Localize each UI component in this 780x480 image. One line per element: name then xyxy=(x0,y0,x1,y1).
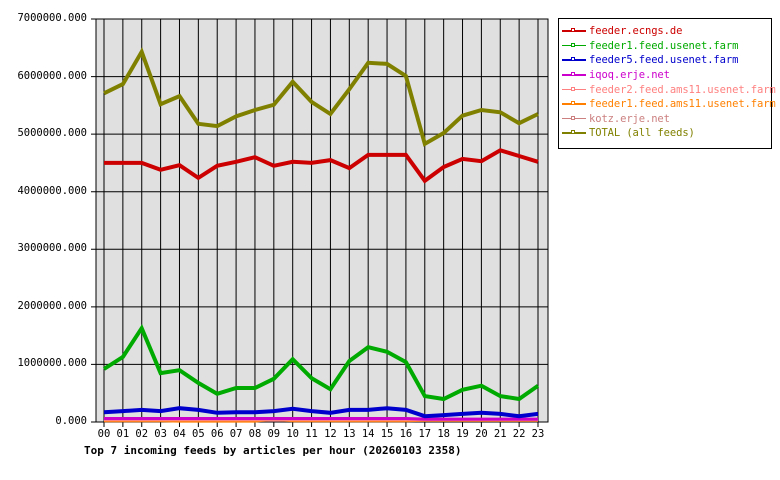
legend-marker-icon xyxy=(562,101,586,107)
x-tick-label: 08 xyxy=(248,428,262,440)
x-tick-label: 16 xyxy=(399,428,413,440)
series-line xyxy=(104,417,538,421)
legend-item: kotz.erje.net xyxy=(559,112,771,127)
y-tick-label: 4000000.000 xyxy=(17,184,87,197)
y-tick-label: 2000000.000 xyxy=(17,299,87,312)
x-tick-label: 06 xyxy=(210,428,224,440)
legend-item: feeder2.feed.ams11.usenet.farm xyxy=(559,82,776,97)
legend-label: feeder2.feed.ams11.usenet.farm xyxy=(589,83,776,96)
legend-marker-icon xyxy=(562,57,586,63)
legend-marker-icon xyxy=(562,86,586,93)
series-line xyxy=(103,47,539,147)
legend-label: feeder1.feed.usenet.farm xyxy=(589,39,739,52)
legend-item: feeder1.feed.ams11.usenet.farm xyxy=(559,97,776,112)
legend-label: iqoq.erje.net xyxy=(589,69,670,82)
legend-label: TOTAL (all feeds) xyxy=(589,127,695,140)
chart-title: Top 7 incoming feeds by articles per hou… xyxy=(84,444,462,457)
legend-marker-icon xyxy=(562,130,586,136)
legend-marker-icon xyxy=(562,42,586,49)
legend-item: feeder5.feed.usenet.farm xyxy=(559,53,771,68)
x-tick-label: 17 xyxy=(418,428,432,440)
x-tick-label: 01 xyxy=(116,428,130,440)
legend: feeder.ecngs.de feeder1.feed.usenet.farm f… xyxy=(558,18,776,149)
plot-area xyxy=(95,18,549,423)
x-tick-label: 15 xyxy=(380,428,394,440)
series-lines xyxy=(102,47,540,423)
y-tick-label: 6000000.000 xyxy=(17,69,87,82)
legend-item: TOTAL (all feeds) xyxy=(559,126,771,141)
y-tick-label: 7000000.000 xyxy=(17,12,87,24)
legend-marker-icon xyxy=(562,72,586,78)
legend-label: feeder5.feed.usenet.farm xyxy=(589,54,739,67)
x-tick-label: 19 xyxy=(456,428,469,440)
x-tick-label: 23 xyxy=(531,428,545,440)
series-line xyxy=(102,323,540,402)
legend-marker-icon xyxy=(562,28,586,34)
x-tick-label: 10 xyxy=(286,428,300,440)
x-tick-label: 11 xyxy=(305,428,318,440)
y-tick-label: 0.000 xyxy=(55,415,87,427)
series-line xyxy=(104,148,539,184)
series-line xyxy=(103,406,539,419)
legend-label: kotz.erje.net xyxy=(589,112,670,125)
y-tick-label: 5000000.000 xyxy=(17,127,87,140)
x-tick-label: 07 xyxy=(229,428,243,440)
gridlines xyxy=(91,18,548,427)
x-tick-label: 14 xyxy=(361,428,375,440)
x-tick-label: 04 xyxy=(173,428,186,440)
x-tick-label: 00 xyxy=(97,428,111,440)
x-tick-label: 03 xyxy=(154,428,167,440)
legend-item: feeder1.feed.usenet.farm xyxy=(559,39,771,54)
x-tick-label: 20 xyxy=(475,428,488,440)
x-tick-label: 02 xyxy=(135,428,149,440)
x-tick-label: 22 xyxy=(512,428,526,440)
x-tick-label: 09 xyxy=(267,428,281,440)
y-tick-label: 1000000.000 xyxy=(17,357,87,370)
x-tick-label: 18 xyxy=(437,428,450,440)
legend-item: iqoq.erje.net xyxy=(559,68,771,83)
x-tick-label: 12 xyxy=(324,428,337,440)
y-tick-label: 3000000.000 xyxy=(17,242,87,255)
legend-label: feeder1.feed.ams11.usenet.farm xyxy=(589,98,776,111)
legend-marker-icon xyxy=(562,115,586,122)
x-tick-label: 13 xyxy=(342,428,356,440)
legend-item: feeder.ecngs.de xyxy=(559,24,771,39)
x-tick-label: 05 xyxy=(192,428,205,440)
x-tick-label: 21 xyxy=(493,428,507,440)
legend-label: feeder.ecngs.de xyxy=(589,25,683,38)
